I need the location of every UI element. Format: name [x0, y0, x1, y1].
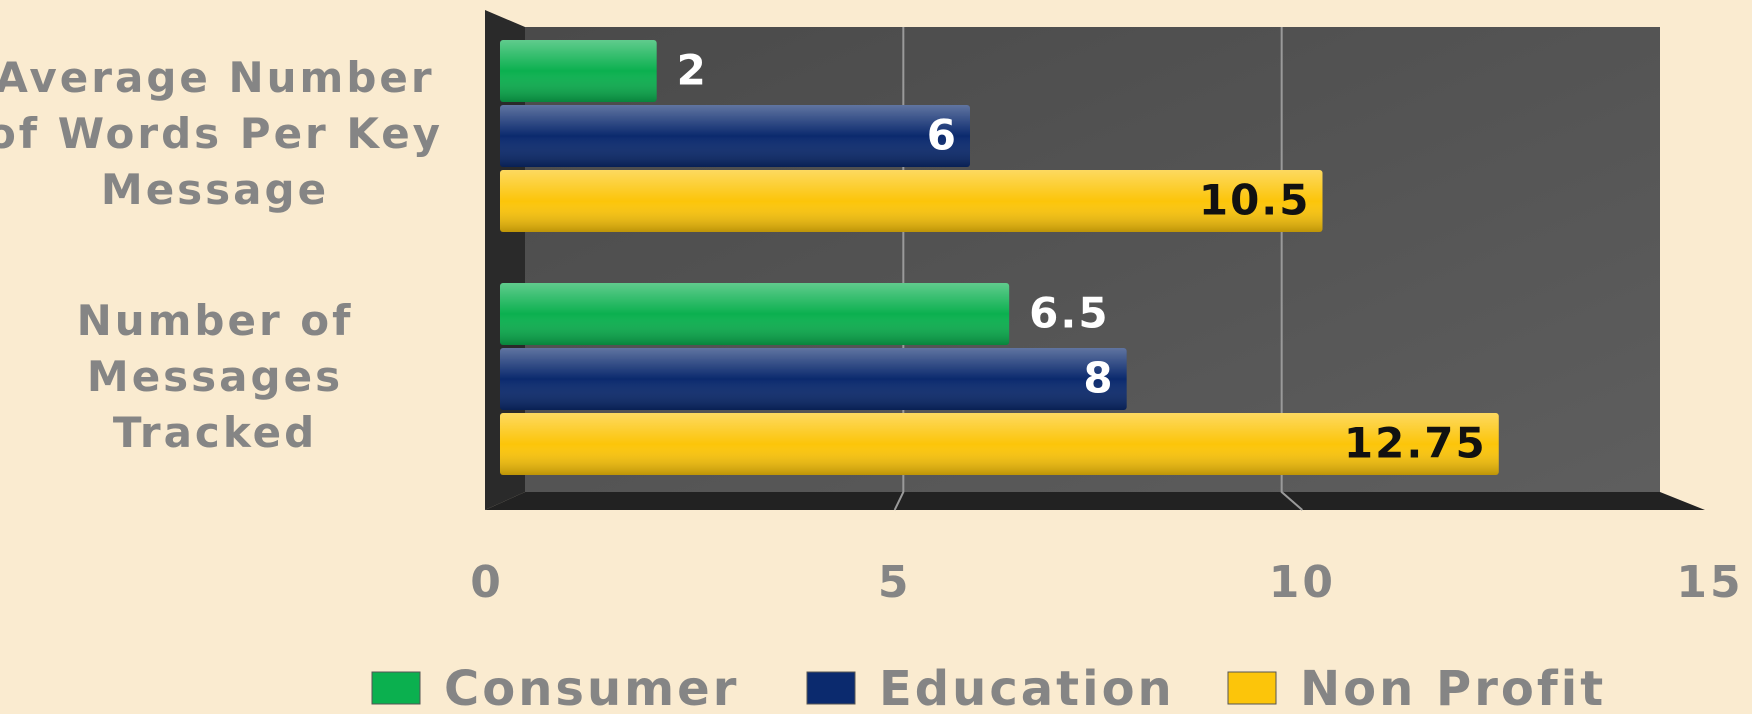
category-label: Average Number of Words Per Key Message [0, 53, 443, 214]
legend-swatch [806, 671, 856, 705]
legend-swatch [371, 671, 421, 705]
value-label: 10.5 [1199, 176, 1311, 225]
value-label: 6 [927, 111, 958, 160]
x-tick-label: 5 [878, 557, 912, 608]
bar [500, 283, 1010, 345]
bar [500, 170, 1323, 232]
x-tick-label: 10 [1269, 557, 1336, 608]
value-label: 6.5 [1029, 289, 1109, 338]
value-label: 8 [1083, 354, 1114, 403]
x-tick-label: 0 [470, 557, 504, 608]
bar [500, 348, 1127, 410]
value-label: 2 [677, 46, 708, 95]
floor [485, 492, 1705, 510]
category-label: Number of Messages Tracked [77, 296, 354, 457]
bar [500, 40, 657, 102]
legend-swatch [1227, 671, 1277, 705]
legend-label: Education [879, 661, 1175, 714]
bar [500, 413, 1499, 475]
legend-label: Consumer [444, 661, 739, 714]
legend-label: Non Profit [1300, 661, 1606, 714]
bar [500, 105, 970, 167]
x-tick-label: 15 [1676, 557, 1743, 608]
value-label: 12.75 [1344, 419, 1487, 468]
